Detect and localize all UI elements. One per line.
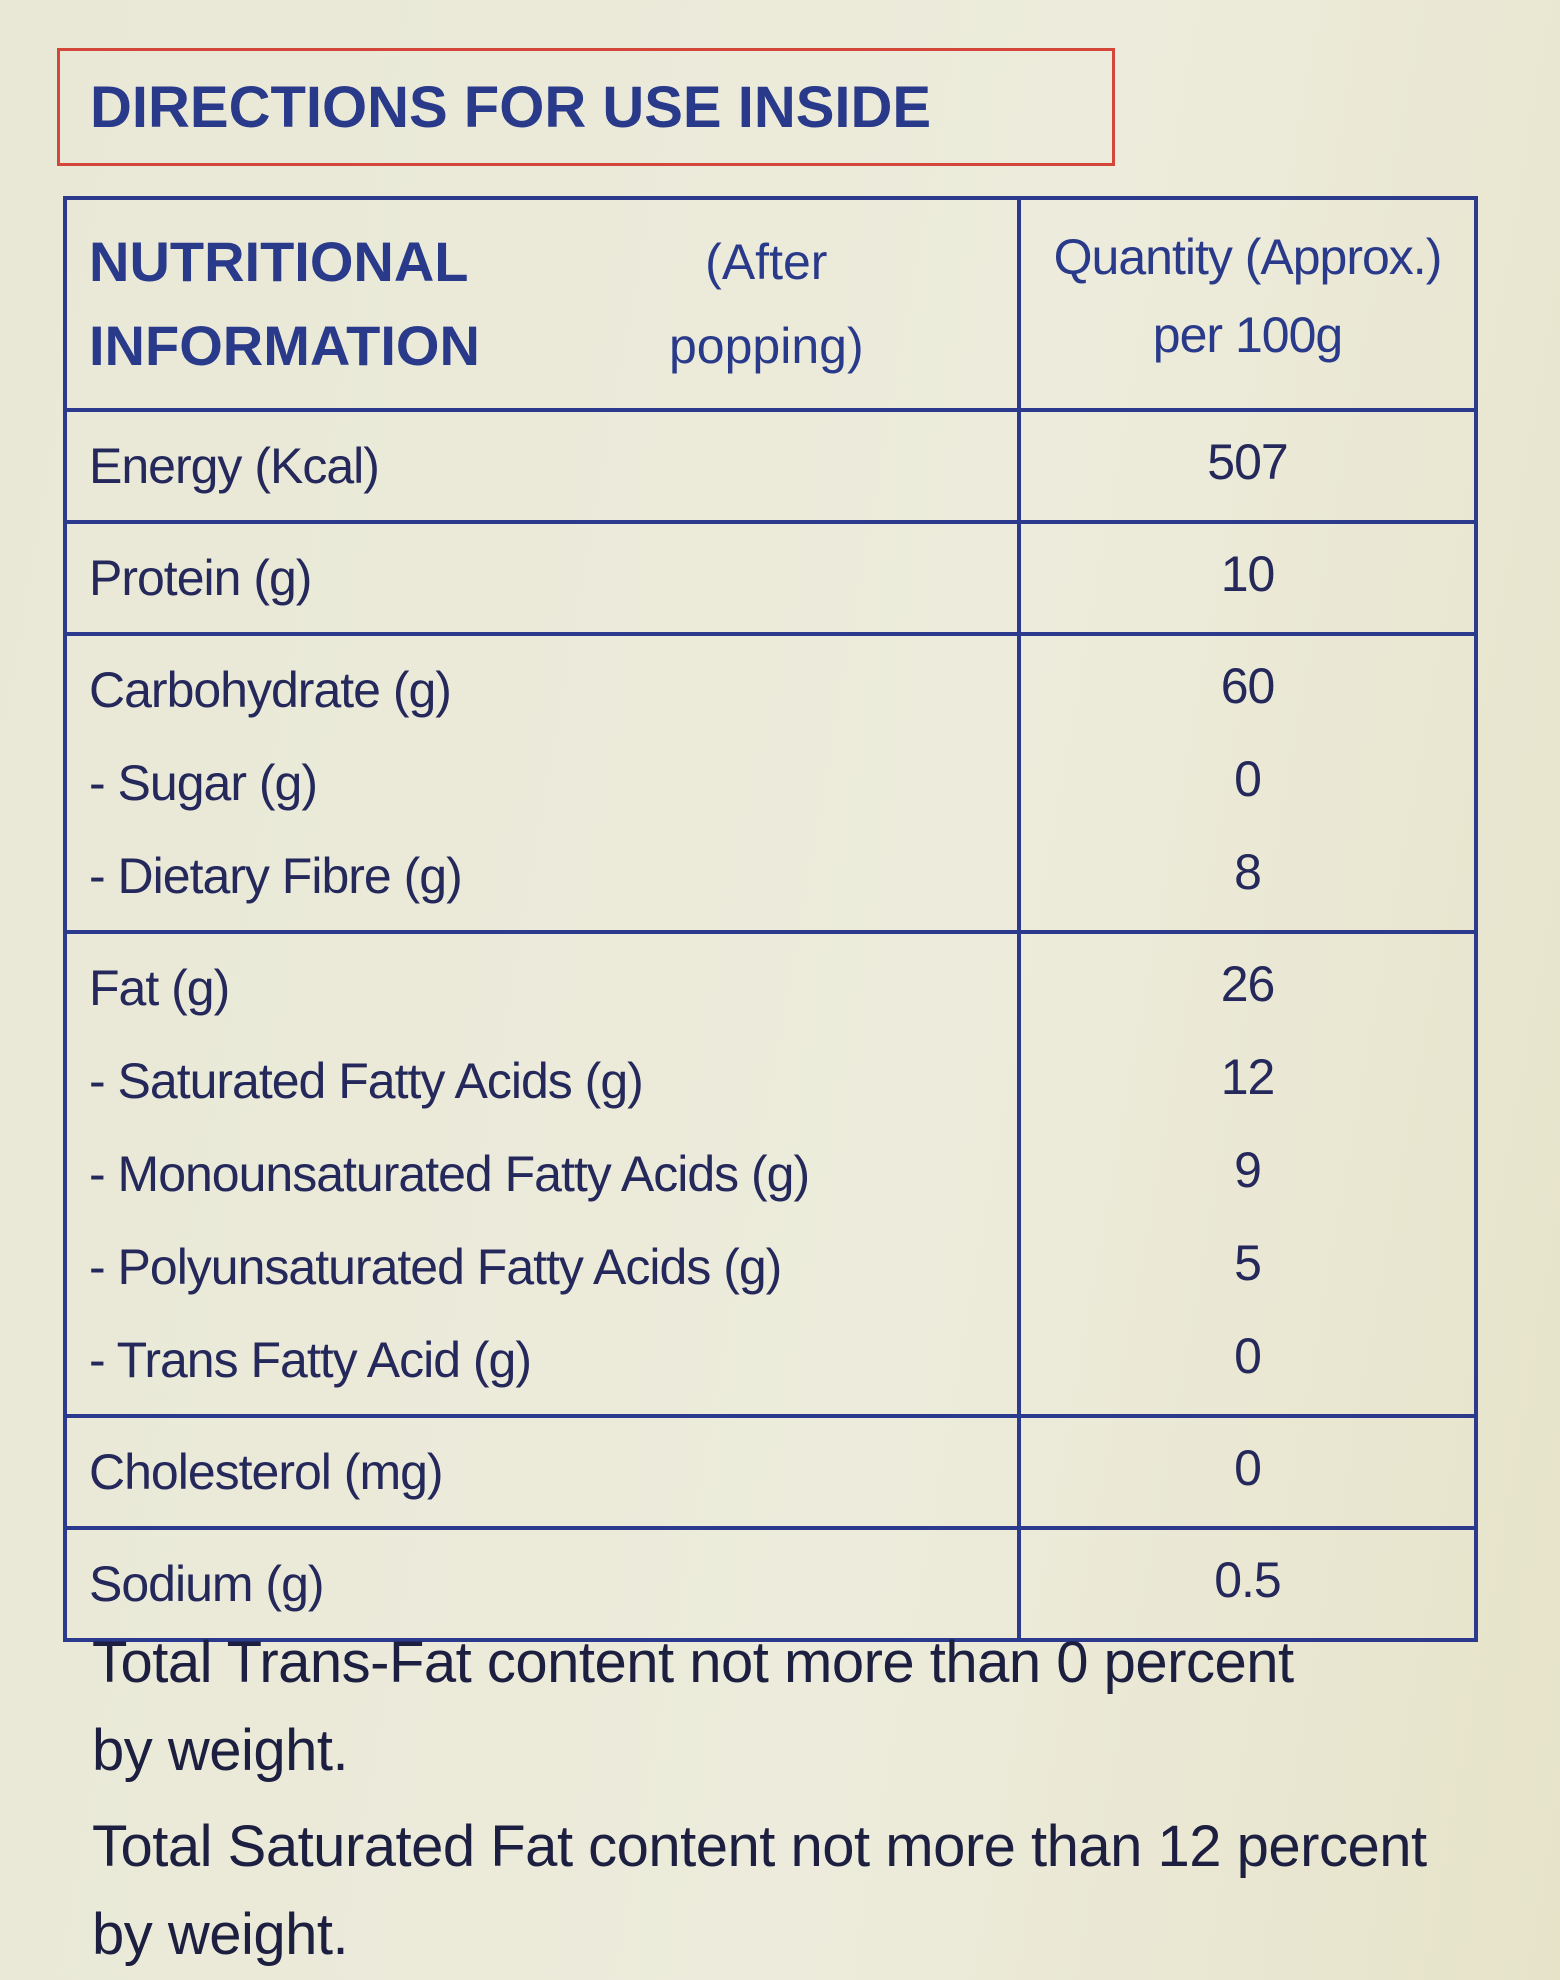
footnote-line: Total Saturated Fat content not more tha…: [92, 1814, 1427, 1879]
label-cell: Carbohydrate (g) - Sugar (g) - Dietary Fib…: [67, 636, 1021, 930]
table-group: Carbohydrate (g) - Sugar (g) - Dietary Fib…: [67, 632, 1474, 930]
table-group: Fat (g) - Saturated Fatty Acids (g) - Mono…: [67, 930, 1474, 1414]
nutrient-value: 9: [1234, 1142, 1262, 1198]
heading-note: popping): [669, 318, 864, 374]
nutrient-value: 0: [1234, 1328, 1262, 1384]
nutrient-value: 0: [1234, 751, 1262, 807]
value-cell: 507: [1021, 412, 1474, 520]
table-heading: NUTRITIONAL INFORMATION (After popping) …: [67, 200, 1474, 408]
nutrition-table: NUTRITIONAL INFORMATION (After popping) …: [63, 196, 1478, 1642]
label-cell: Cholesterol (mg): [67, 1418, 1021, 1526]
label-cell: Protein (g): [67, 524, 1021, 632]
footnote-line: by weight.: [92, 1718, 349, 1783]
nutrient-value: 26: [1220, 956, 1276, 1012]
footnote-line: by weight.: [92, 1902, 349, 1967]
nutrient-label: - Sugar (g): [89, 755, 318, 811]
nutrient-label: Fat (g): [89, 960, 230, 1016]
nutrient-label: - Polyunsaturated Fatty Acids (g): [89, 1239, 782, 1295]
nutrient-label: Protein (g): [89, 550, 312, 606]
nutrient-label: - Monounsaturated Fatty Acids (g): [89, 1146, 810, 1202]
footnote-line: Total Trans-Fat content not more than 0 …: [92, 1630, 1294, 1695]
heading-note: (After: [705, 234, 828, 290]
table-group: Cholesterol (mg) 0: [67, 1414, 1474, 1526]
value-cell: 26 12 9 5 0: [1021, 934, 1474, 1414]
nutrient-value: 507: [1207, 434, 1288, 490]
table-group: Sodium (g) 0.5: [67, 1526, 1474, 1638]
directions-box: DIRECTIONS FOR USE INSIDE: [57, 48, 1115, 166]
directions-title: DIRECTIONS FOR USE INSIDE: [90, 74, 932, 140]
nutrient-label: - Dietary Fibre (g): [89, 848, 463, 904]
nutrient-value: 0.5: [1214, 1552, 1282, 1608]
value-cell: 0.5: [1021, 1530, 1474, 1638]
label-cell: Fat (g) - Saturated Fatty Acids (g) - Mono…: [67, 934, 1021, 1414]
nutrient-value: 0: [1234, 1440, 1262, 1496]
label-cell: Energy (Kcal): [67, 412, 1021, 520]
nutrient-value: 60: [1220, 658, 1276, 714]
nutrient-value: 12: [1220, 1049, 1276, 1105]
nutrient-label: Cholesterol (mg): [89, 1444, 444, 1500]
table-group: Energy (Kcal) 507: [67, 408, 1474, 520]
nutrient-label: - Trans Fatty Acid (g): [89, 1332, 532, 1388]
nutrient-label: - Saturated Fatty Acids (g): [89, 1053, 644, 1109]
table-group: Protein (g) 10: [67, 520, 1474, 632]
nutrient-label: Sodium (g): [89, 1556, 325, 1612]
nutrient-label: Energy (Kcal): [89, 438, 380, 494]
column-heading: per 100g: [1152, 307, 1343, 363]
value-cell: 60 0 8: [1021, 636, 1474, 930]
value-cell: 10: [1021, 524, 1474, 632]
nutrient-value: 10: [1220, 546, 1276, 602]
heading-title: INFORMATION: [89, 314, 480, 377]
label-cell: Sodium (g): [67, 1530, 1021, 1638]
nutrient-label: Carbohydrate (g): [89, 662, 452, 718]
value-cell: 0: [1021, 1418, 1474, 1526]
heading-title: NUTRITIONAL: [89, 230, 469, 293]
nutrient-value: 8: [1234, 844, 1262, 900]
nutrient-value: 5: [1234, 1235, 1262, 1291]
column-heading: Quantity (Approx.): [1053, 229, 1443, 285]
